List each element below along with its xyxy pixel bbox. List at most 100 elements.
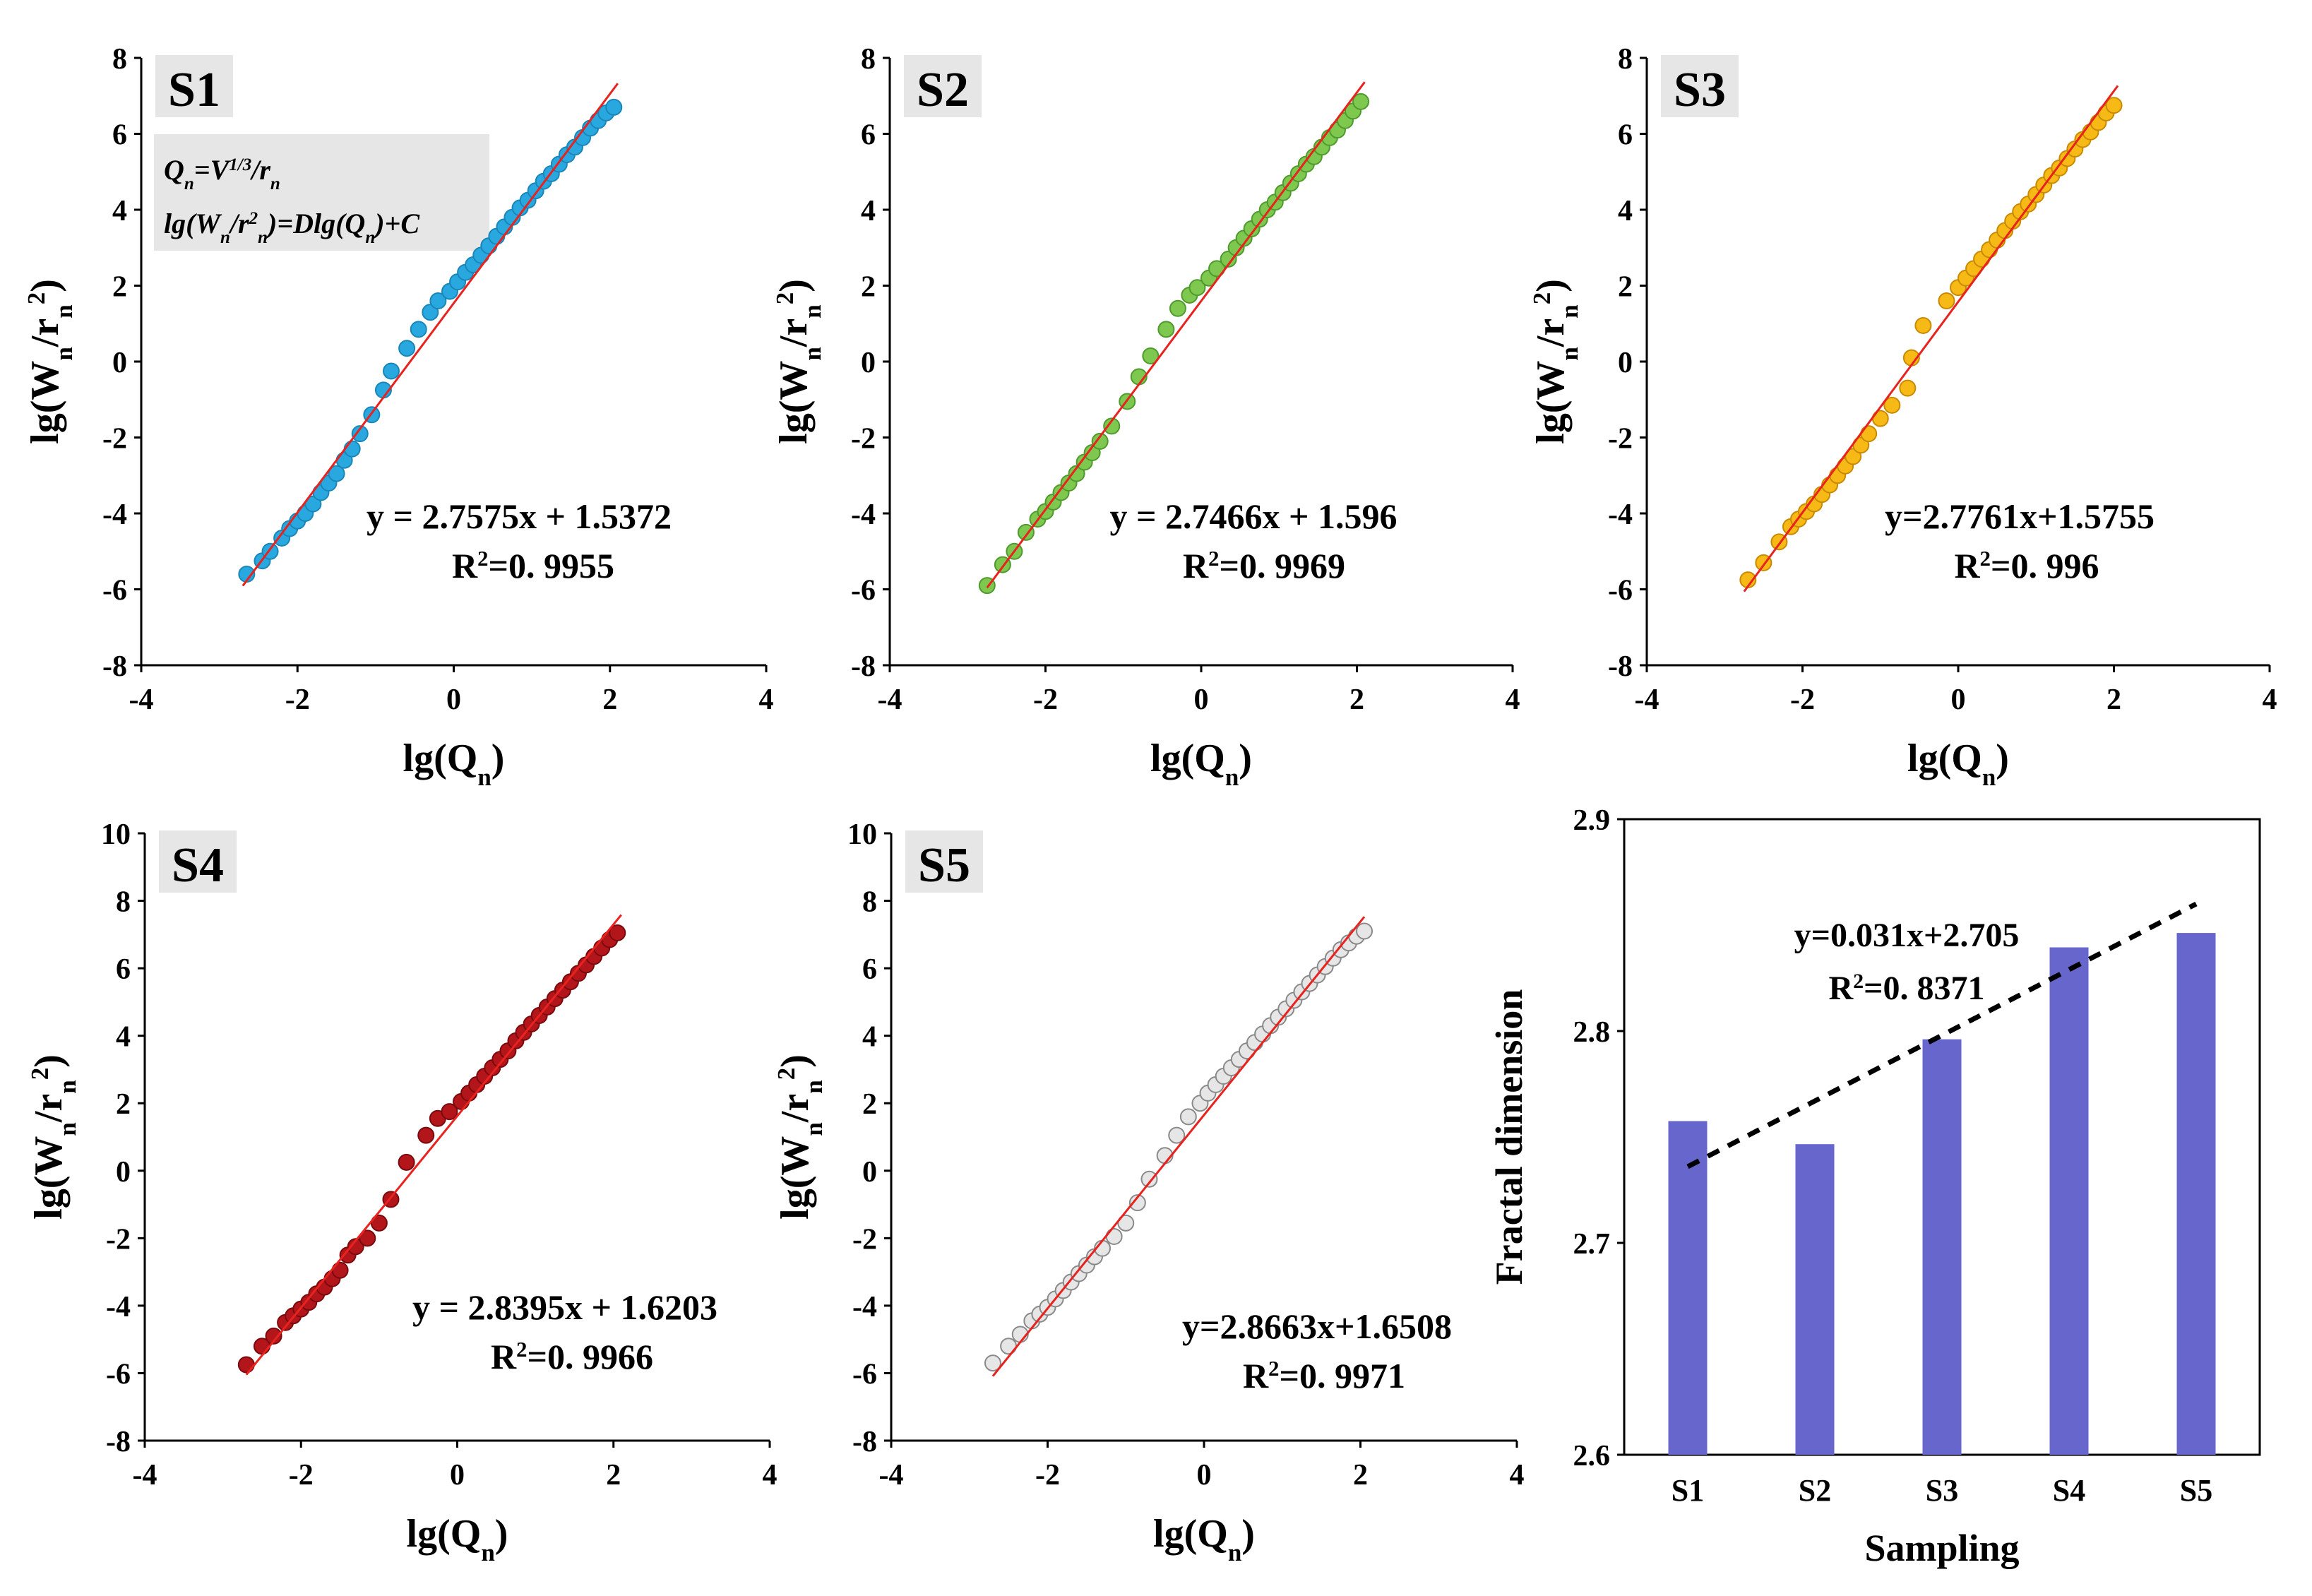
y-tick-label: 2: [116, 1088, 131, 1121]
y-tick-label: 10: [101, 818, 131, 851]
y-axis-title: lg(Wn/rn2): [1528, 279, 1583, 444]
x-tick-label: S4: [2053, 1473, 2085, 1508]
data-point: [410, 321, 427, 338]
data-point: [417, 1126, 435, 1144]
x-tick-label: -4: [878, 684, 902, 716]
trend-equation: y=0.031x+2.705: [1794, 917, 2020, 954]
y-tick-label: 0: [1618, 347, 1633, 379]
data-point: [1128, 1194, 1146, 1212]
data-point: [1883, 396, 1901, 414]
data-point: [383, 362, 400, 380]
bar: [2049, 947, 2089, 1455]
x-tick-label: -2: [1033, 684, 1058, 716]
y-tick-label: -4: [102, 499, 127, 531]
y-tick-label: -6: [102, 575, 127, 607]
y-tick-label: 4: [112, 195, 127, 227]
fit-line: [991, 916, 1366, 1377]
fit-r-squared: R2=0. 996: [1954, 546, 2099, 586]
x-tick-label: 0: [1194, 684, 1209, 716]
y-tick-label: 0: [861, 347, 876, 379]
data-point: [359, 1229, 376, 1247]
y-tick-label: 4: [862, 1021, 877, 1054]
bar: [1668, 1121, 1708, 1455]
x-tick-label: 4: [1506, 684, 1520, 716]
y-tick-label: 6: [1618, 119, 1633, 152]
data-point: [1157, 321, 1175, 338]
y-tick-label: -2: [851, 423, 876, 455]
data-point: [1140, 1170, 1158, 1188]
panel-s3: -8 -6 -4 -2 0 2 4 6 8 -4 -2 0 2 4 lg(Qn) lg(Wn/rn2) S3 y=…: [1528, 43, 2277, 791]
y-tick-label: -6: [851, 575, 876, 607]
x-tick-label: -4: [1635, 684, 1659, 716]
y-tick-label: 4: [116, 1021, 131, 1054]
y-tick-label: -6: [1608, 575, 1633, 607]
y-tick-label: -2: [1608, 423, 1633, 455]
data-point: [237, 1356, 255, 1374]
x-tick-label: 2: [602, 684, 617, 716]
x-axis-title: Sampling: [1864, 1527, 2019, 1569]
x-tick-label: 4: [763, 1459, 777, 1491]
data-point: [1356, 922, 1374, 940]
data-point: [398, 340, 416, 357]
y-tick-label: 2.7: [1573, 1228, 1611, 1261]
y-tick-label: 2.6: [1573, 1440, 1611, 1472]
data-point: [1899, 379, 1917, 397]
data-point: [1105, 1227, 1123, 1245]
y-tick-label: 6: [112, 119, 127, 152]
y-tick-label: 0: [862, 1156, 877, 1189]
formula-line-1: Qn=V1/3/rn: [164, 154, 280, 193]
formula-box: [154, 134, 489, 251]
y-tick-label: -4: [106, 1291, 131, 1323]
x-tick-label: 4: [2263, 684, 2277, 716]
x-tick-label: 0: [446, 684, 461, 716]
bar: [1795, 1144, 1835, 1455]
data-point: [429, 292, 447, 309]
panel-label: S3: [1674, 63, 1726, 117]
x-tick-label: -4: [879, 1459, 904, 1491]
data-point: [1142, 347, 1160, 364]
y-axis-title: lg(Wn/rn2): [26, 1054, 81, 1220]
bar: [2176, 933, 2216, 1455]
data-point: [1860, 425, 1878, 443]
y-tick-label: -6: [106, 1358, 131, 1390]
panel-s4: -8 -6 -4 -2 0 2 4 6 8 10 -4 -2 0 2 4 lg(Qn) lg(Wn/rn2) S4…: [26, 818, 777, 1566]
data-point: [347, 1238, 364, 1256]
y-tick-label: 2: [861, 271, 876, 304]
x-tick-label: 0: [1951, 684, 1966, 716]
y-tick-label: -8: [106, 1426, 131, 1458]
x-tick-label: -4: [133, 1459, 157, 1491]
data-point: [1914, 316, 1932, 334]
y-tick-label: 10: [847, 818, 877, 851]
x-tick-label: -4: [129, 684, 154, 716]
fit-r-squared: R2=0. 9971: [1243, 1356, 1405, 1396]
y-tick-label: 2: [862, 1088, 877, 1121]
panel-summary: 2.6 2.7 2.8 2.9 S1 S2 S3 S4 S5 Sampling Fractal di…: [1488, 804, 2261, 1569]
panel-s5: -8 -6 -4 -2 0 2 4 6 8 10 -4 -2 0 2 4 lg(Qn) lg(Wn/rn2) S5…: [773, 818, 1525, 1566]
fit-equation: y=2.8663x+1.6508: [1182, 1306, 1452, 1346]
fit-line: [986, 81, 1366, 589]
x-tick-label: S3: [1926, 1473, 1958, 1508]
x-axis-title: lg(Qn): [1150, 737, 1252, 791]
data-point: [1017, 523, 1035, 541]
fit-equation: y = 2.7466x + 1.596: [1110, 496, 1398, 536]
panel-label: S5: [918, 838, 970, 893]
y-tick-label: 2.9: [1573, 804, 1611, 837]
trend-r-squared: R2=0. 8371: [1828, 970, 1984, 1008]
fit-r-squared: R2=0. 9955: [452, 546, 614, 586]
trend-line: [1686, 901, 2198, 1169]
y-tick-label: 8: [112, 43, 127, 76]
y-axis-title: lg(Wn/rn2): [23, 279, 78, 444]
x-tick-label: 2: [1353, 1459, 1368, 1491]
data-point: [441, 1103, 458, 1121]
data-point: [1168, 1126, 1186, 1144]
panel-label: S4: [172, 838, 224, 893]
y-tick-label: 4: [1618, 195, 1633, 227]
x-tick-label: -2: [285, 684, 310, 716]
data-point: [609, 924, 626, 941]
y-tick-label: -4: [852, 1291, 877, 1323]
data-point: [984, 1354, 1001, 1372]
y-tick-label: 6: [116, 953, 131, 986]
data-point: [343, 440, 361, 458]
x-tick-label: S2: [1799, 1473, 1831, 1508]
